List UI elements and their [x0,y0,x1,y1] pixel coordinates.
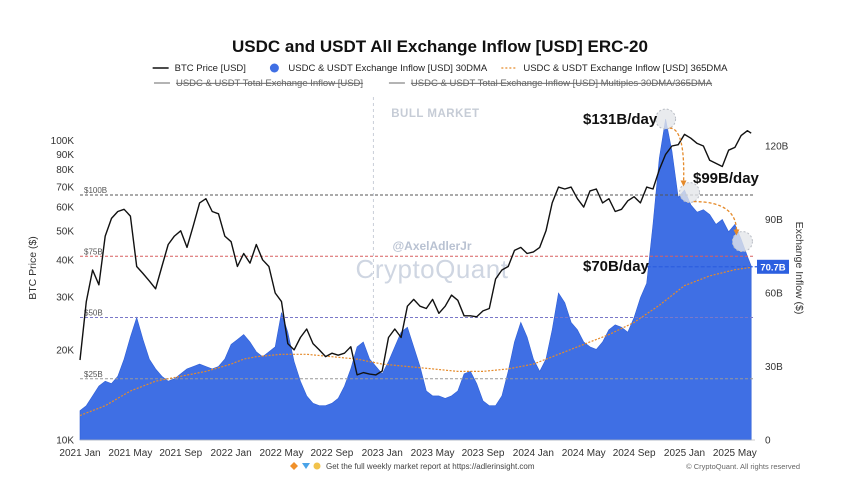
legend-item: USDC & USDT Exchange Inflow [USD] 365DMA [501,63,728,74]
legend-swatch-inflow-30dma [269,63,279,73]
legend: BTC Price [USD] USDC & USDT Exchange Infl… [152,63,728,89]
annotation-arrowhead [680,180,687,187]
legend-item: USDC & USDT Exchange Inflow [USD] 30DMA [269,63,488,74]
y-left-tick-label: 40K [56,255,74,266]
annotation-label: $131B/day [583,111,658,128]
current-value-badge [757,259,789,274]
series-inflow-30dma-area [79,119,752,441]
legend-label: USDC & USDT Total Exchange Inflow [USD] [176,78,363,89]
reference-line-label: $100B [84,186,107,195]
y-left-tick-label: 80K [56,165,74,176]
reference-line-label: $25B [84,370,103,379]
legend-label: BTC Price [USD] [175,63,246,74]
y-left-tick-label: 100K [51,136,75,147]
x-tick-label: 2021 May [108,448,152,459]
x-tick-label: 2021 Sep [159,448,202,459]
legend-label: USDC & USDT Exchange Inflow [USD] 365DMA [523,63,728,74]
y-left-tick-label: 20K [56,345,74,356]
x-tick-label: 2022 Sep [310,448,353,459]
bull-market-label: BULL MARKET [391,108,479,120]
y-left-tick-label: 10K [56,436,74,447]
y-left-tick-label: 30K [56,293,74,304]
series-lines [79,129,752,417]
y-right-tick-label: 0 [765,436,771,447]
y-right-axis-label: Exchange Inflow ($) [793,222,805,315]
x-tick-label: 2022 May [260,448,304,459]
y-left-tick-label: 50K [56,226,74,237]
annotations: $131B/day $99B/day $70B/day [583,108,760,275]
x-tick-label: 2022 Jan [211,448,252,459]
footer-copyright: © CryptoQuant. All rights reserved [686,462,800,471]
watermark-handle: @AxelAdlerJr [392,239,471,253]
x-tick-label: 2025 Jan [664,448,705,459]
legend-item: USDC & USDT Total Exchange Inflow [USD] … [388,78,713,89]
annotation-arrow [693,200,738,234]
series-btc-price-line [79,129,752,376]
y-left-tick-label: 60K [56,203,74,214]
y-left-tick-label: 70K [56,183,74,194]
reference-line-label: $50B [84,309,103,318]
annotation-label: $99B/day [693,170,760,187]
y-right-tick-label: 30B [765,362,783,373]
footer-promo: Get the full weekly market report at htt… [326,462,535,471]
hands-icon [313,462,321,470]
diamond-icon [290,462,298,470]
annotation-marker [655,108,677,130]
annotation-marker [731,231,753,253]
reference-lines: $100B $75B $50B $25B 70.7B [80,186,789,380]
x-tick-label: 2024 May [562,448,606,459]
series-inflow-365dma-line [79,266,752,417]
legend-item: BTC Price [USD] [152,63,246,74]
y-right-tick-label: 90B [765,215,783,226]
legend-label: USDC & USDT Exchange Inflow [USD] 30DMA [288,63,488,74]
y-right-tick-label: 120B [765,142,789,153]
chart-title: USDC and USDT All Exchange Inflow [USD] … [232,37,648,56]
x-tick-label: 2024 Sep [613,448,656,459]
legend-item: USDC & USDT Total Exchange Inflow [USD] [153,78,363,89]
y-left-tick-label: 90K [56,150,74,161]
x-tick-label: 2023 Sep [462,448,505,459]
legend-label: USDC & USDT Total Exchange Inflow [USD] … [411,78,713,89]
current-value-label: 70.7B [760,262,785,273]
annotation-arrow [669,127,685,185]
axes: 10K 20K 30K 40K 50K 60K 70K 80K 90K 100K 0 30B 60B 90… [27,136,805,459]
x-tick-label: 2023 May [411,448,455,459]
y-left-axis-label: BTC Price ($) [27,236,39,300]
x-tick-label: 2023 Jan [362,448,403,459]
annotation-marker [679,182,701,204]
y-right-tick-label: 60B [765,289,783,300]
annotation-label: $70B/day [583,258,650,275]
background-layer: BULL MARKET [372,97,479,440]
watermark-brand: CryptoQuant [356,254,509,284]
x-tick-label: 2024 Jan [513,448,554,459]
gem-icon [302,463,310,469]
x-tick-label: 2021 Jan [59,448,100,459]
footer: Get the full weekly market report at htt… [290,462,800,471]
annotation-arrowhead [733,229,740,236]
reference-line-label: $75B [84,247,103,256]
x-tick-label: 2025 May [713,448,757,459]
